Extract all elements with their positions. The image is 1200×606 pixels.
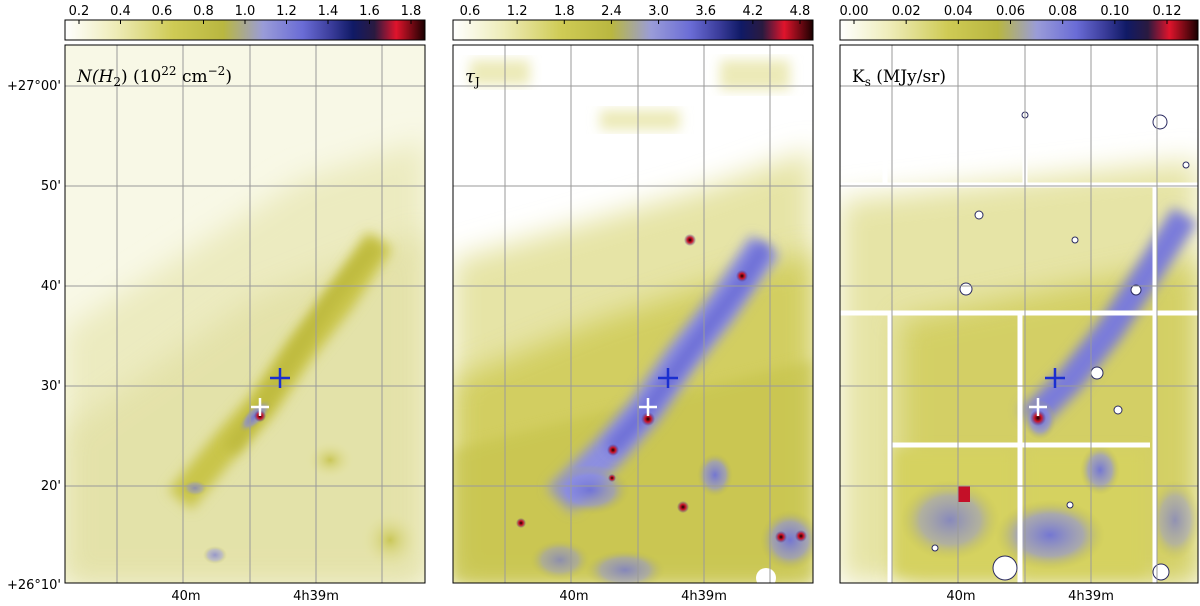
colorbar-tick-label: 0.04 bbox=[944, 4, 973, 19]
colorbar-tick-label: 1.8 bbox=[401, 4, 422, 19]
panel-ks: 0.00 0.02 0.04 0.06 0.08 0.10 0.12 bbox=[839, 4, 1199, 584]
colorbar-tick-label: 1.0 bbox=[235, 4, 256, 19]
x-tick-label: 40m bbox=[171, 589, 200, 602]
y-tick-label: 50' bbox=[41, 179, 61, 194]
x-tick-label: 4h39m bbox=[293, 589, 339, 602]
image-ks bbox=[840, 45, 1198, 583]
x-axis-labels: 40m 4h39m 40m 4h39m 40m 4h39m bbox=[171, 589, 1114, 604]
colorbar-ticks-tauj: 0.6 1.2 1.8 2.4 3.0 3.6 4.2 4.8 bbox=[460, 4, 811, 24]
colorbar-tick-label: 4.2 bbox=[743, 4, 764, 19]
colorbar-tick-label: 0.4 bbox=[110, 4, 131, 19]
colorbar-tick-label: 3.6 bbox=[695, 4, 716, 19]
y-tick-label: 30' bbox=[41, 379, 61, 394]
panel-label-ks: Ks (MJy/sr) bbox=[852, 67, 946, 89]
colorbar-tick-label: 1.2 bbox=[276, 4, 297, 19]
colorbar-tick-label: 0.06 bbox=[996, 4, 1025, 19]
panel-tauj: 0.6 1.2 1.8 2.4 3.0 3.6 4.2 4.8 bbox=[452, 4, 814, 584]
colorbar-tauj bbox=[452, 19, 814, 41]
colorbar-tick-label: 0.10 bbox=[1100, 4, 1129, 19]
colorbar-tick-label: 3.0 bbox=[648, 4, 669, 19]
panel-label-tauj: τJ bbox=[465, 66, 480, 89]
colorbar-tick-label: 0.02 bbox=[892, 4, 921, 19]
colorbar-tick-label: 2.4 bbox=[601, 4, 622, 19]
colorbar-tick-label: 1.8 bbox=[554, 4, 575, 19]
colorbar-tick-label: 1.6 bbox=[359, 4, 380, 19]
colorbar-tick-label: 1.2 bbox=[507, 4, 528, 19]
colorbar-tick-label: 0.2 bbox=[69, 4, 90, 19]
colorbar-tick-label: 0.12 bbox=[1153, 4, 1182, 19]
y-tick-label: 40' bbox=[41, 279, 61, 294]
y-tick-label: 20' bbox=[41, 479, 61, 494]
colorbar-tick-label: 0.00 bbox=[840, 4, 869, 19]
y-axis-labels: +27°00' 50' 40' 30' 20' +26°10' bbox=[7, 79, 61, 593]
x-tick-label: 40m bbox=[946, 589, 975, 602]
x-tick-label: 4h39m bbox=[1068, 589, 1114, 602]
image-nh2 bbox=[65, 45, 425, 583]
colorbar-ticks-ks: 0.00 0.02 0.04 0.06 0.08 0.10 0.12 bbox=[840, 4, 1182, 24]
colorbar-tick-label: 4.8 bbox=[790, 4, 811, 19]
colorbar-tick-label: 0.08 bbox=[1048, 4, 1077, 19]
colorbar-tick-label: 0.6 bbox=[152, 4, 173, 19]
y-tick-label: +26°10' bbox=[7, 578, 61, 593]
x-tick-label: 40m bbox=[559, 589, 588, 602]
y-tick-label: +27°00' bbox=[7, 79, 61, 94]
colorbar-tick-label: 0.8 bbox=[193, 4, 214, 19]
colorbar-tick-label: 0.6 bbox=[460, 4, 481, 19]
panel-label-nh2: N(H2) (1022 cm−2) bbox=[76, 64, 232, 89]
colorbar-ticks-nh2: 0.2 0.4 0.6 0.8 1.0 1.2 1.4 1.6 1.8 bbox=[69, 4, 422, 24]
x-tick-label: 4h39m bbox=[681, 589, 727, 602]
colorbar-tick-label: 1.4 bbox=[318, 4, 339, 19]
panel-nh2: 0.2 0.4 0.6 0.8 1.0 1.2 1.4 1.6 1.8 bbox=[64, 4, 426, 584]
image-tauj bbox=[453, 45, 813, 583]
colorbar-ks bbox=[839, 19, 1199, 41]
